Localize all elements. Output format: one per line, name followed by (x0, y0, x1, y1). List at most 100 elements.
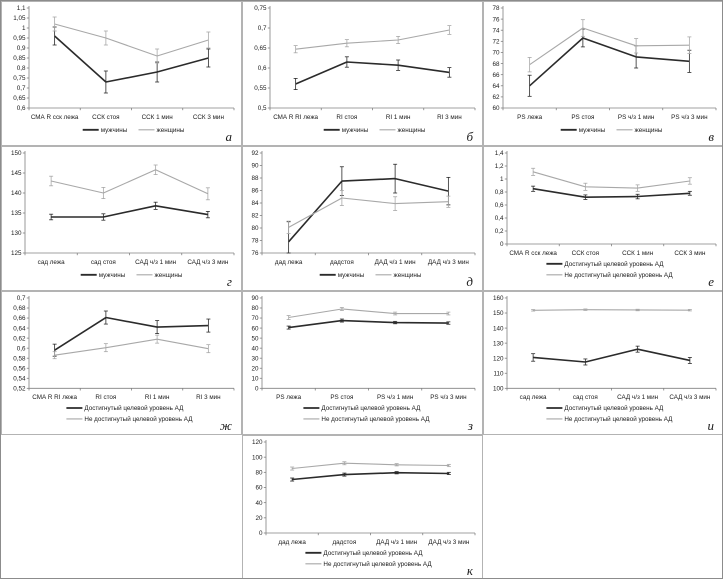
chart-svg-a: 0,6 0,65 0,7 0,75 0,8 0,85 0,9 0,95 1 1,05 1,1 СМА … (13, 5, 235, 134)
y-tick-label: 0,65 (254, 45, 267, 52)
series-line (50, 169, 209, 195)
panel-letter: и (707, 418, 715, 433)
series-line (529, 37, 690, 87)
y-tick-label: 72 (492, 39, 500, 46)
y-tick-label: 1 (22, 25, 26, 32)
panel-letter: д (466, 274, 473, 289)
series-line (295, 29, 450, 50)
x-category-label: PS ч/з 3 мин (430, 394, 467, 401)
x-category-label: САД ч/з 3 мин (669, 394, 711, 401)
panel-letter: г (226, 274, 232, 289)
y-tick-label: 0,9 (17, 45, 26, 52)
y-tick-label: 90 (251, 163, 259, 170)
y-tick-label: 0,52 (13, 386, 26, 393)
chart-svg-i: 100 110 120 130 140 150 160 сад лежа сад стоя САД… (493, 295, 717, 423)
y-tick-label: 0,62 (13, 335, 26, 342)
y-tick-label: 62 (492, 94, 500, 101)
chart-svg-g: 125 130 135 140 145 150 сад лежа сад стоя САД ч/… (11, 150, 235, 279)
y-tick-label: 1,05 (13, 15, 26, 22)
x-category-label: PS лежа (517, 114, 542, 121)
y-tick-label: 76 (492, 16, 500, 23)
series-line (288, 308, 449, 319)
y-tick-label: 82 (251, 213, 259, 220)
legend-label: Не достигнутый целевой уровень АД (323, 560, 432, 568)
y-tick-label: 40 (251, 345, 259, 352)
y-tick-label: 68 (492, 61, 500, 68)
y-tick-label: 140 (11, 190, 22, 197)
x-category-label: RI 3 мин (437, 114, 462, 121)
series-line (54, 23, 209, 57)
chart-svg-zh: 0,52 0,54 0,56 0,58 0,6 0,62 0,64 0,66 0,68 0,7 СМ… (13, 295, 235, 423)
y-tick-label: 0,5 (258, 105, 267, 112)
chart-panel-e: 0 0,2 0,4 0,6 0,8 1 1,2 1,4 СМА R сск лежа ССК ст… (483, 146, 722, 291)
chart-svg-b: 0,5 0,55 0,6 0,65 0,7 0,75 СМА R RI лежа RI сто… (254, 5, 476, 134)
y-tick-label: 100 (493, 386, 504, 393)
y-tick-label: 1,2 (495, 163, 504, 170)
y-tick-label: 0,75 (13, 75, 26, 82)
y-tick-label: 0,64 (13, 325, 26, 332)
x-category-label: RI 1 мин (386, 114, 411, 121)
legend-label: мужчины (342, 127, 369, 134)
x-category-label: ДАД ч/з 1 мин (376, 539, 417, 546)
y-tick-label: 150 (493, 310, 504, 317)
legend-label: Не достигнутый целевой уровень АД (84, 415, 193, 423)
series-line (51, 204, 209, 218)
y-tick-label: 100 (252, 454, 263, 461)
x-category-label: PS лежа (276, 394, 301, 401)
y-tick-label: 78 (251, 238, 259, 245)
x-category-label: дадстоя (333, 539, 357, 546)
legend-label: Достигнутый целевой уровень АД (84, 404, 184, 412)
series-line (529, 27, 690, 66)
chart-panel-g: 125 130 135 140 145 150 сад лежа сад стоя САД ч/… (1, 146, 242, 291)
legend-label: Достигнутый целевой уровень АД (323, 549, 423, 557)
y-tick-label: 1,4 (495, 150, 504, 157)
y-tick-label: 0,68 (13, 305, 26, 312)
x-category-label: PS ч/з 1 мин (618, 114, 655, 121)
y-tick-label: 0,75 (254, 5, 267, 12)
legend-label: Не достигнутый целевой уровень АД (564, 271, 673, 279)
series-line (54, 35, 209, 83)
y-tick-label: 0 (259, 530, 263, 537)
legend-label: женщины (394, 272, 422, 279)
x-category-label: PS ч/з 3 мин (671, 114, 708, 121)
series-line (533, 309, 690, 311)
legend-label: мужчины (338, 272, 365, 279)
legend-label: женщины (398, 127, 426, 134)
chart-svg-e: 0 0,2 0,4 0,6 0,8 1 1,2 1,4 СМА R сск лежа ССК ст… (495, 150, 717, 279)
x-category-label: СМА R сск лежа (509, 250, 557, 257)
x-category-label: RI стоя (95, 394, 116, 401)
x-category-label: ССК 1 мин (142, 114, 174, 121)
legend-label: мужчины (101, 127, 128, 134)
y-tick-label: 70 (492, 50, 500, 57)
series-line (54, 338, 209, 356)
y-tick-label: 50 (251, 335, 259, 342)
x-category-label: дад лежа (275, 259, 303, 266)
x-category-label: PS ч/з 1 мин (377, 394, 414, 401)
y-tick-label: 0,65 (13, 95, 26, 102)
y-tick-label: 0,6 (258, 65, 267, 72)
x-category-label: САД ч/з 1 мин (617, 394, 659, 401)
chart-svg-v: 60 62 64 66 68 70 72 74 76 78 PS лежа PS стоя PS ч/з… (492, 5, 717, 134)
x-category-label: RI 3 мин (196, 394, 221, 401)
series-line (54, 316, 209, 351)
y-tick-label: 135 (11, 210, 22, 217)
y-tick-label: 0 (500, 241, 504, 248)
x-category-label: САД ч/з 3 мин (187, 259, 229, 266)
legend-label: Не достигнутый целевой уровень АД (321, 415, 430, 423)
y-tick-label: 0,66 (13, 315, 26, 322)
series-line (533, 348, 691, 363)
series-line (295, 61, 450, 85)
y-tick-label: 30 (251, 355, 259, 362)
chart-panel-z: 0 10 20 30 40 50 60 70 80 90 PS лежа PS стоя PS ч/з … (242, 291, 483, 435)
y-tick-label: 130 (11, 230, 22, 237)
chart-svg-d: 76 78 80 82 84 86 88 90 92 дад лежа дадстоя ДАД ч/з… (251, 150, 476, 279)
x-category-label: дадстоя (330, 259, 354, 266)
chart-svg-z: 0 10 20 30 40 50 60 70 80 90 PS лежа PS стоя PS ч/з … (251, 295, 476, 423)
chart-panel-i: 100 110 120 130 140 150 160 сад лежа сад стоя САД… (483, 291, 722, 435)
series-line (292, 471, 449, 481)
y-tick-label: 150 (11, 150, 22, 157)
legend-label: женщины (155, 272, 183, 279)
y-tick-label: 0,85 (13, 55, 26, 62)
panel-letter: ж (219, 418, 232, 433)
series-line (288, 197, 449, 228)
